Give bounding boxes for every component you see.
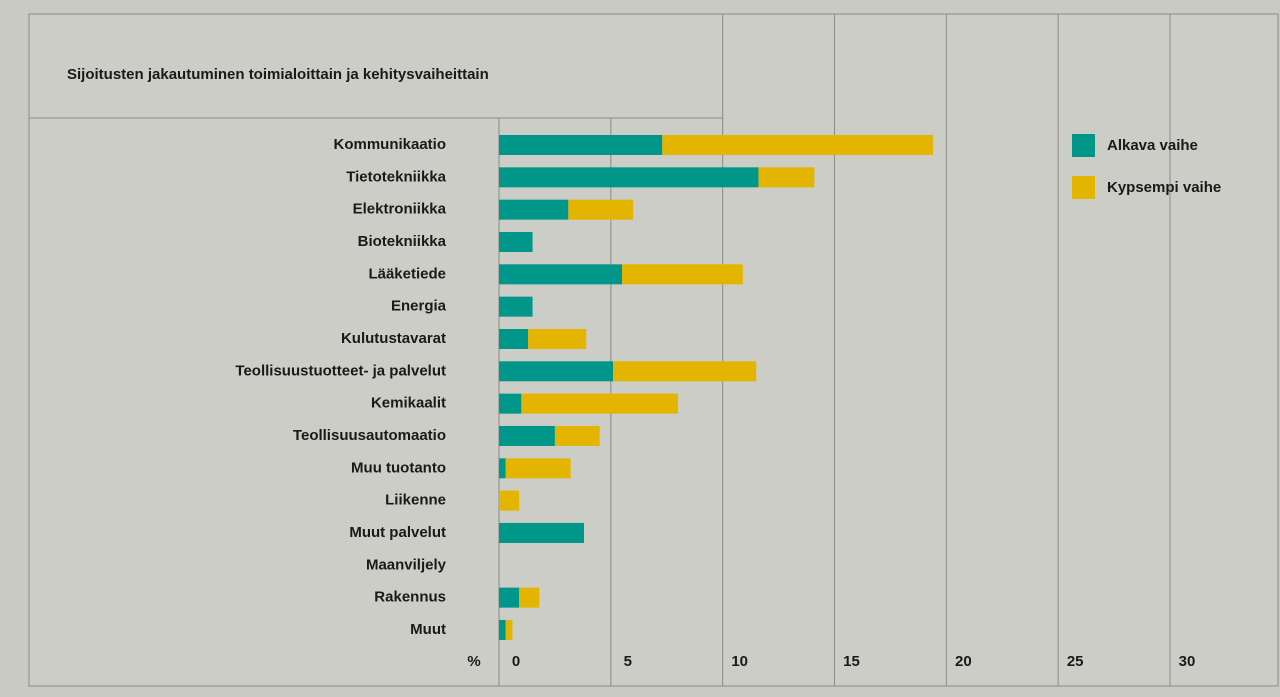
y-tick-label: Teollisuustuotteet- ja palvelut (235, 362, 446, 379)
x-tick-label: 20 (955, 653, 972, 670)
chart-title: Sijoitusten jakautuminen toimialoittain … (67, 66, 489, 83)
bar (758, 167, 815, 188)
bar (499, 619, 506, 640)
bar (505, 619, 513, 640)
bar (519, 587, 540, 608)
y-tick-label: Muut palvelut (349, 524, 446, 541)
bar (499, 296, 533, 317)
y-tick-label: Maanviljely (366, 556, 447, 573)
bar (613, 361, 757, 382)
bar (499, 328, 529, 349)
bar (499, 393, 522, 414)
bar (521, 393, 678, 414)
y-tick-label: Teollisuusautomaatio (293, 427, 446, 444)
y-tick-label: Lääketiede (368, 265, 446, 282)
x-tick-label: 5 (624, 653, 632, 670)
y-tick-label: Tietotekniikka (346, 168, 446, 185)
y-tick-label: Biotekniikka (358, 233, 447, 250)
bar (499, 425, 555, 446)
bar (499, 361, 614, 382)
bar (499, 199, 569, 220)
bar (499, 135, 663, 155)
x-tick-label: 15 (843, 653, 860, 670)
bar (568, 199, 634, 220)
bar (505, 458, 571, 479)
bar (499, 231, 533, 252)
bar (499, 522, 584, 543)
y-tick-label: Muu tuotanto (351, 459, 446, 476)
bar (499, 167, 759, 188)
x-tick-label: 10 (731, 653, 748, 670)
bar (528, 328, 587, 349)
legend-label: Alkava vaihe (1107, 137, 1198, 154)
x-tick-label: 0 (512, 653, 520, 670)
bar (499, 490, 520, 511)
x-tick-label: 25 (1067, 653, 1084, 670)
bar (554, 425, 600, 446)
y-tick-label: Kemikaalit (371, 395, 446, 412)
frame (28, 13, 1279, 687)
y-tick-label: Energia (391, 298, 447, 315)
x-axis-label: % (467, 653, 480, 670)
legend-swatch (1072, 134, 1095, 157)
bar (662, 135, 933, 155)
y-tick-label: Muut (410, 621, 446, 638)
x-tick-label: 30 (1179, 653, 1196, 670)
y-tick-label: Kommunikaatio (333, 136, 446, 153)
y-tick-label: Elektroniikka (353, 201, 447, 218)
bar (622, 264, 743, 285)
y-tick-label: Kulutustavarat (341, 330, 446, 347)
bar (499, 458, 506, 479)
y-tick-label: Rakennus (374, 589, 446, 606)
legend-label: Kypsempi vaihe (1107, 179, 1221, 196)
bar (499, 587, 520, 608)
y-tick-label: Liikenne (385, 492, 446, 509)
legend-swatch (1072, 176, 1095, 199)
bar (499, 264, 623, 285)
